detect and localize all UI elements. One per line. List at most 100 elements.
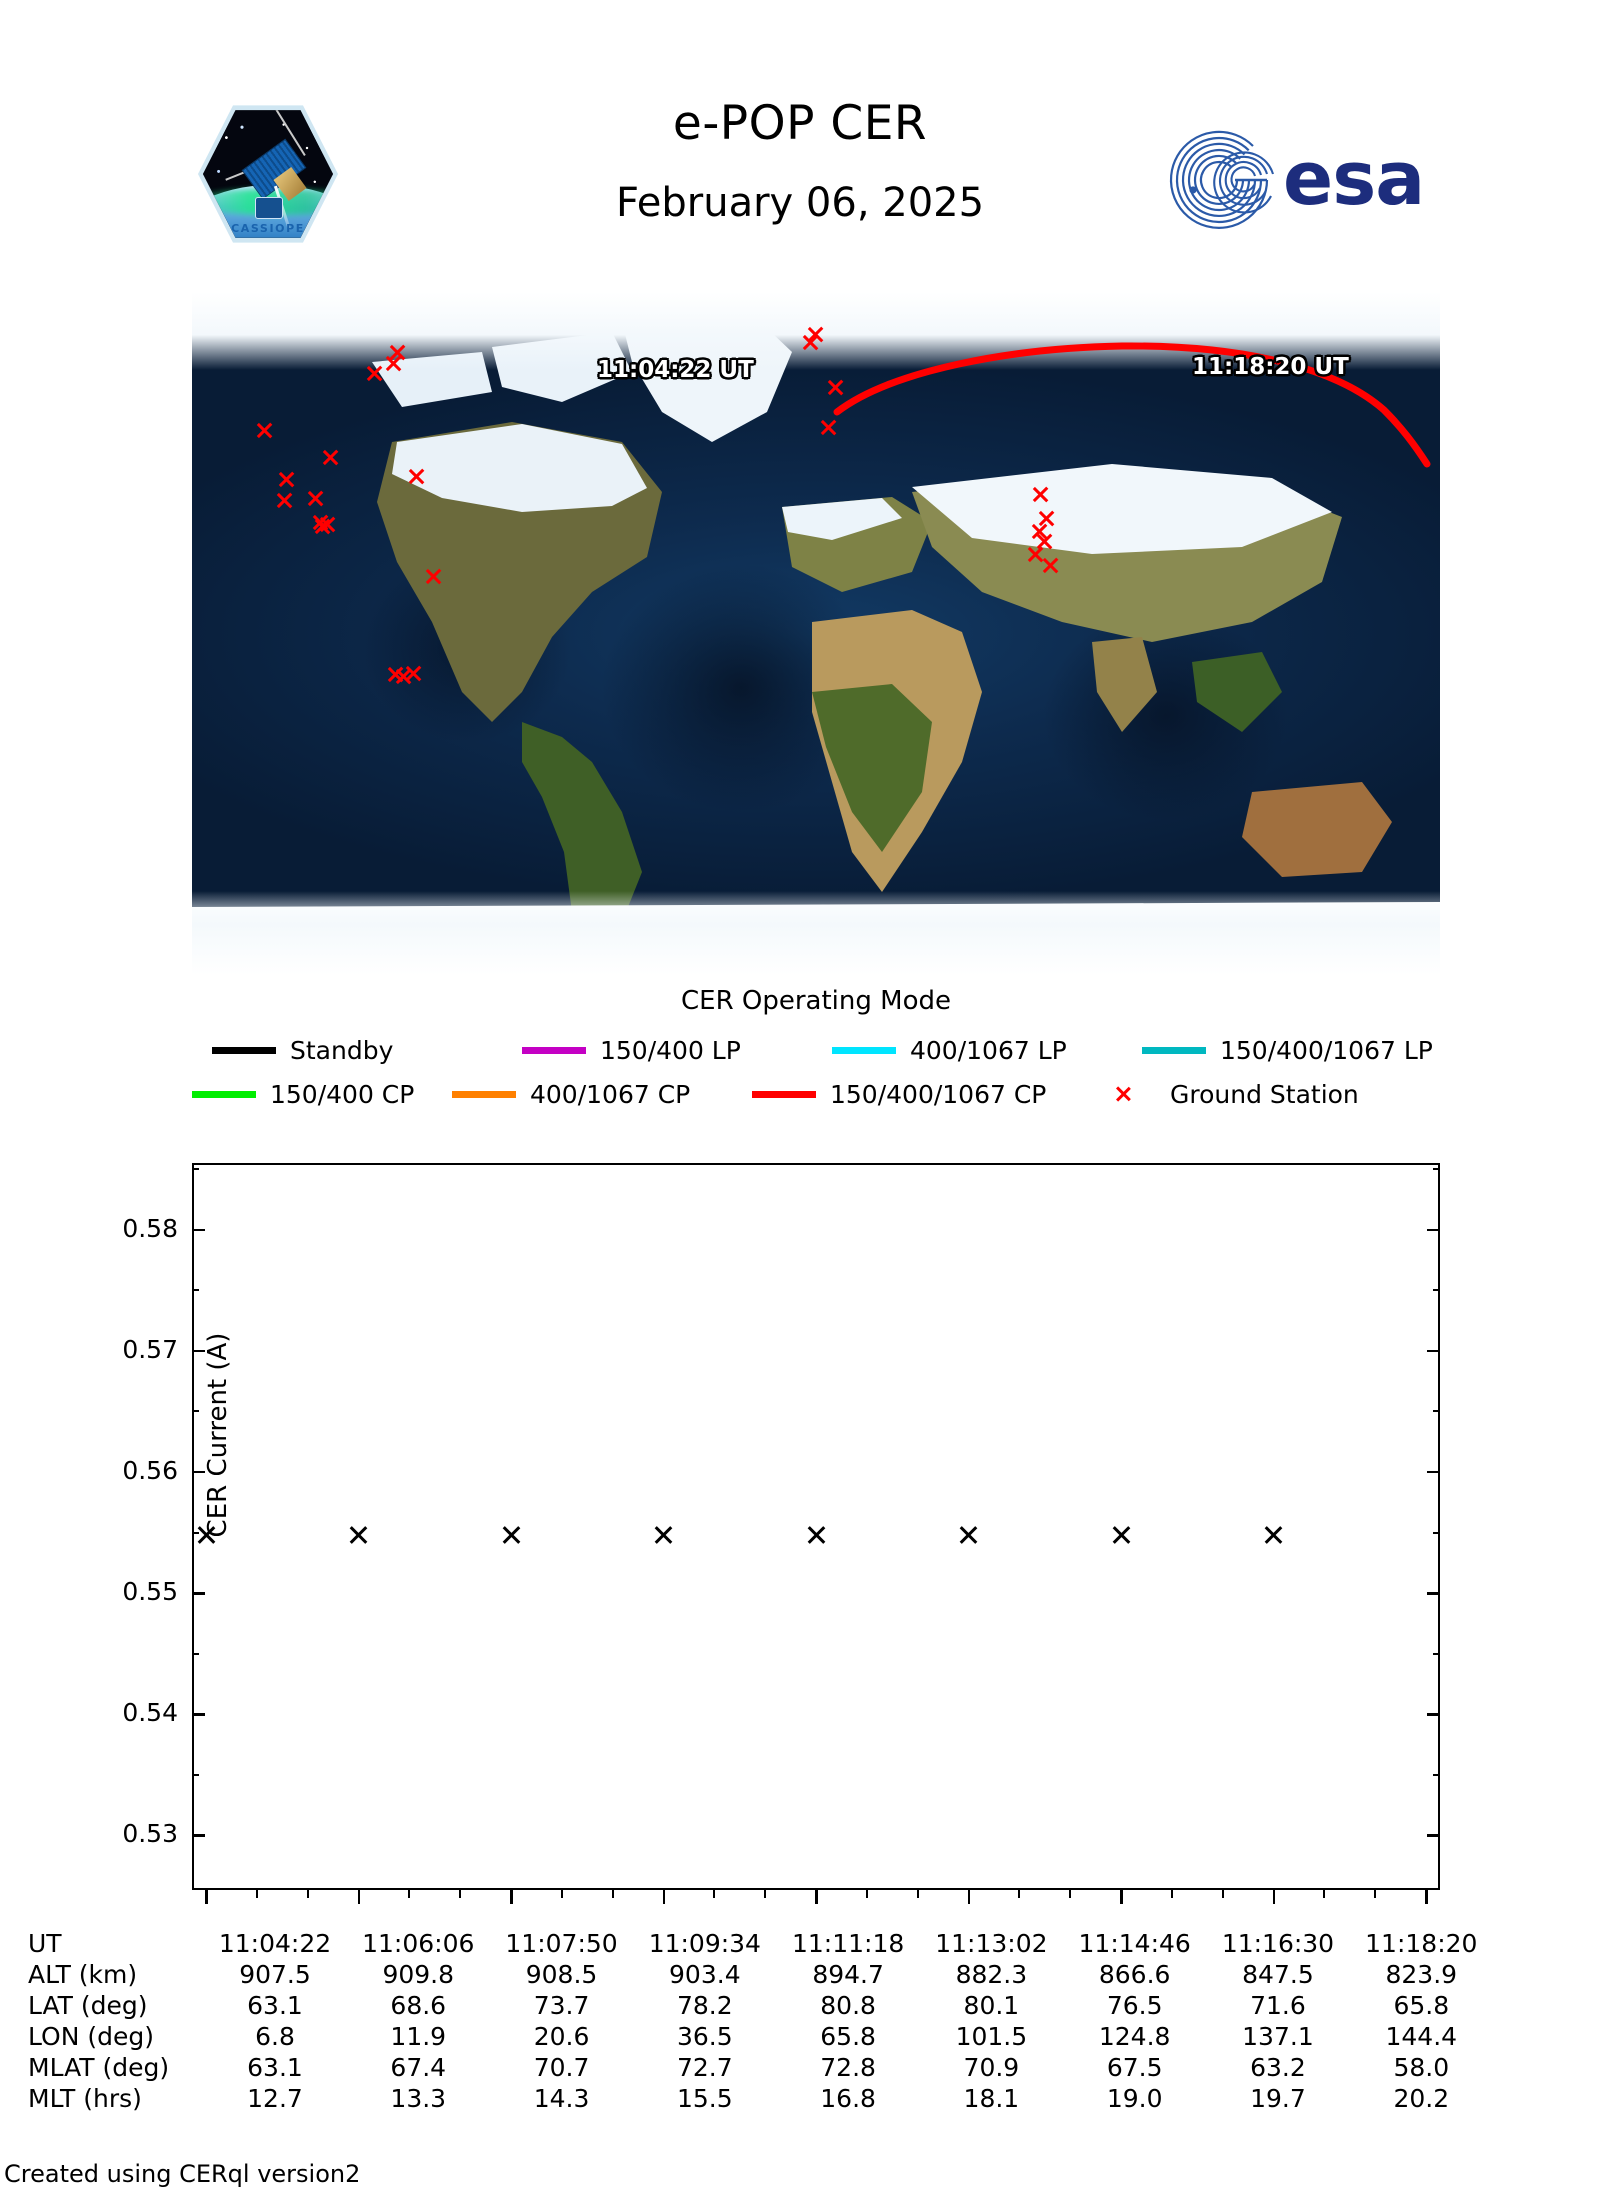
- track-start-label: 11:04:22 UT: [597, 357, 754, 383]
- table-row-label: MLT (hrs): [28, 2084, 142, 2113]
- legend-label: 150/400 LP: [600, 1036, 741, 1065]
- table-cell: 882.3: [955, 1960, 1028, 1989]
- table-row: UT 11:04:22 11:06:06 11:07:50 11:09:34 11:11:…: [28, 1928, 1493, 1959]
- legend-entry-400-1067-lp: 400/1067 LP: [832, 1036, 1067, 1065]
- data-point-marker: [653, 1524, 675, 1546]
- ground-station-marker: [405, 664, 424, 683]
- table-cell: 11:11:18: [791, 1929, 905, 1958]
- table-cell: 14.3: [533, 2084, 590, 2113]
- x-axis-major-tick: [510, 1890, 513, 1904]
- x-axis-major-tick: [205, 1890, 208, 1904]
- ground-station-marker: [1041, 556, 1060, 575]
- table-cell: 71.6: [1250, 1991, 1306, 2020]
- x-axis-minor-tick: [611, 1890, 614, 1898]
- cassiope-wordmark: CASSIOPE: [231, 222, 305, 235]
- satellite-ground-track: [833, 342, 1431, 468]
- table-cell: 80.8: [820, 1991, 876, 2020]
- table-cell: 908.5: [525, 1960, 598, 1989]
- legend-color-swatch: [522, 1047, 586, 1054]
- table-cell: 823.9: [1385, 1960, 1458, 1989]
- y-axis-major-tick: [1427, 1834, 1440, 1837]
- antarctic-ice-cap: [192, 891, 1440, 975]
- x-axis-major-tick: [357, 1890, 360, 1904]
- table-cell: 63.2: [1250, 2053, 1306, 2082]
- page-title: e-POP CER: [672, 96, 928, 151]
- table-cell: 101.5: [955, 2022, 1028, 2051]
- legend-label: 150/400/1067 LP: [1220, 1036, 1433, 1065]
- data-point-marker: [1263, 1524, 1285, 1546]
- y-axis-minor-tick: [1433, 1410, 1440, 1413]
- x-axis-major-tick: [662, 1890, 665, 1904]
- ground-station-marker: [802, 333, 821, 352]
- table-cell: 72.7: [676, 2053, 733, 2082]
- x-axis-minor-tick: [1221, 1890, 1224, 1898]
- table-cell: 70.7: [533, 2053, 590, 2082]
- y-axis-minor-tick: [1433, 1168, 1440, 1171]
- legend-label: 400/1067 LP: [910, 1036, 1067, 1065]
- table-cell: 894.7: [812, 1960, 884, 1989]
- y-axis-tick-label: 0.54: [122, 1698, 178, 1728]
- table-cell: 13.3: [390, 2084, 447, 2113]
- y-axis-minor-tick: [192, 1289, 199, 1292]
- table-cell: 15.5: [676, 2084, 733, 2113]
- x-axis-major-tick: [1272, 1890, 1275, 1904]
- y-axis-minor-tick: [192, 1168, 199, 1171]
- table-cell: 124.8: [1098, 2022, 1171, 2051]
- ephemeris-table: UT 11:04:22 11:06:06 11:07:50 11:09:34 11:11:…: [0, 1928, 1600, 2114]
- data-point-marker: [500, 1524, 522, 1546]
- legend-row-cp: 150/400 CP 400/1067 CP 150/400/1067 CP Grou…: [192, 1080, 1440, 1124]
- legend-entry-standby: Standby: [212, 1036, 393, 1065]
- y-axis-minor-tick: [192, 1652, 199, 1655]
- table-cell: 11:09:34: [648, 1929, 761, 1958]
- legend-entry-400-1067-cp: 400/1067 CP: [452, 1080, 690, 1109]
- table-row-label: LON (deg): [28, 2022, 154, 2051]
- table-cell: 63.1: [247, 1991, 303, 2020]
- x-axis-minor-tick: [1170, 1890, 1173, 1898]
- legend-label: Standby: [290, 1036, 394, 1065]
- table-row: ALT (km) 907.5 909.8 908.5 903.4 894.7 882.3 86…: [28, 1959, 1493, 1990]
- x-axis-minor-tick: [916, 1890, 919, 1898]
- y-axis-minor-tick: [1433, 1289, 1440, 1292]
- legend-label: 150/400 CP: [270, 1080, 415, 1109]
- ground-station-marker: [385, 354, 404, 373]
- legend-color-swatch: [832, 1047, 896, 1054]
- table-cell: 80.1: [963, 1991, 1020, 2020]
- table-cell: 18.1: [963, 2084, 1020, 2113]
- legend: Standby 150/400 LP 400/1067 LP 150/400/1067…: [192, 1036, 1440, 1124]
- y-axis-minor-tick: [1433, 1531, 1440, 1534]
- table-cell: 70.9: [963, 2053, 1020, 2082]
- ground-station-marker: [321, 448, 340, 467]
- y-axis-tick-label: 0.56: [122, 1455, 178, 1485]
- table-cell: 76.5: [1106, 1991, 1163, 2020]
- y-axis-major-tick: [192, 1349, 205, 1353]
- table-row-label: ALT (km): [28, 1960, 138, 1989]
- ground-station-marker: [306, 489, 325, 508]
- table-cell: 11:16:30: [1221, 1929, 1335, 1958]
- x-axis-minor-tick: [1374, 1890, 1377, 1898]
- x-axis-major-tick: [1120, 1890, 1123, 1904]
- table-cell: 73.7: [533, 1991, 590, 2020]
- legend-entry-150-400-cp: 150/400 CP: [192, 1080, 414, 1109]
- x-axis-minor-tick: [459, 1890, 462, 1898]
- table-row: LAT (deg) 63.1 68.6 73.7 78.2 80.8 80.1 76.5 71.…: [28, 1990, 1493, 2021]
- legend-color-swatch: [192, 1091, 256, 1098]
- esa-wordmark: esa: [1283, 136, 1425, 222]
- table-cell: 11:14:46: [1078, 1929, 1191, 1958]
- ground-station-marker: [255, 421, 274, 440]
- ground-station-marker: [826, 378, 845, 397]
- table-cell: 11:18:20: [1365, 1929, 1478, 1958]
- legend-title: CER Operating Mode: [680, 986, 951, 1016]
- y-axis-major-tick: [1427, 1349, 1440, 1353]
- table-cell: 78.2: [676, 1991, 733, 2020]
- legend-color-swatch: [452, 1091, 516, 1098]
- ground-station-marker: [1031, 485, 1050, 504]
- cassiope-badge-icon: [255, 197, 283, 219]
- esa-logo: esa: [1163, 128, 1463, 233]
- data-point-marker: [1110, 1524, 1132, 1546]
- legend-label: Ground Station: [1170, 1080, 1359, 1109]
- table-cell: 11.9: [390, 2022, 447, 2051]
- ground-station-marker: [425, 567, 444, 586]
- legend-color-swatch: [752, 1091, 816, 1098]
- table-cell: 36.5: [676, 2022, 733, 2051]
- y-axis-major-tick: [1427, 1713, 1440, 1716]
